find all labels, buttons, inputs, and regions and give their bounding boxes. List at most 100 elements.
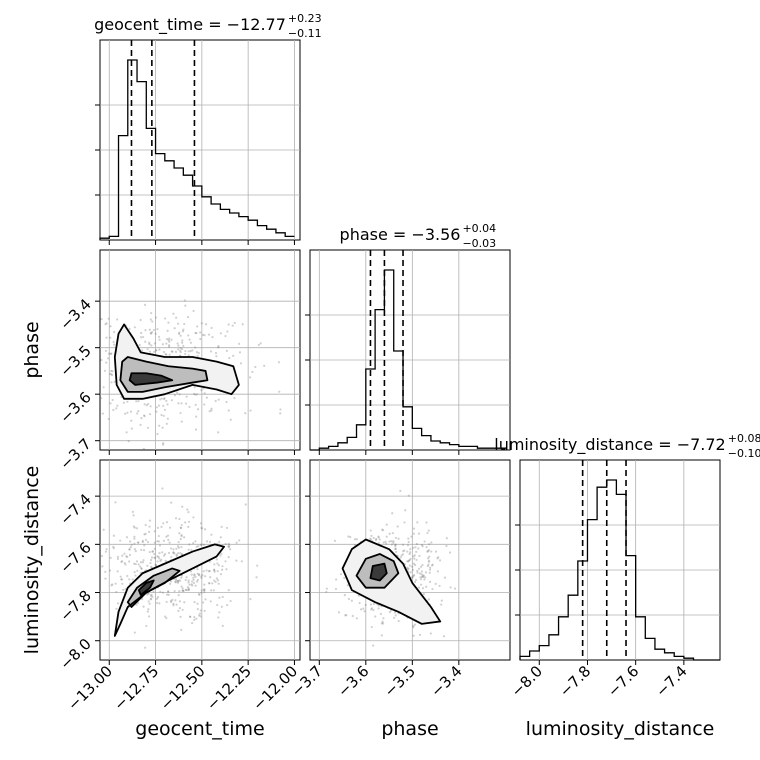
sample-point	[150, 597, 153, 600]
sample-point	[402, 550, 405, 553]
sample-point	[198, 573, 201, 576]
sample-point	[232, 354, 235, 357]
title-upper-error: +0.04	[462, 222, 496, 235]
sample-point	[170, 338, 173, 341]
sample-point	[394, 545, 397, 548]
sample-point	[210, 533, 213, 536]
sample-point	[112, 545, 115, 548]
sample-point	[235, 559, 238, 562]
sample-point	[178, 606, 181, 610]
sample-point	[197, 574, 201, 577]
sample-point	[409, 571, 412, 574]
sample-point	[154, 349, 158, 352]
sample-point	[139, 423, 142, 427]
sample-point	[162, 539, 166, 542]
sample-point	[139, 318, 142, 322]
sample-point	[144, 538, 148, 542]
sample-point	[221, 565, 224, 568]
sample-point	[380, 622, 383, 625]
sample-point	[166, 593, 169, 596]
sample-point	[393, 616, 396, 619]
sample-point	[239, 362, 243, 365]
sample-point	[100, 318, 103, 321]
sample-point	[168, 526, 172, 529]
sample-point	[187, 510, 190, 514]
sample-point	[406, 550, 409, 553]
sample-point	[102, 528, 105, 531]
sample-point	[438, 559, 442, 562]
sample-point	[198, 612, 202, 615]
sample-point	[425, 545, 428, 549]
sample-point	[182, 589, 185, 593]
sample-point	[165, 521, 169, 524]
sample-point	[175, 553, 178, 556]
sample-point	[213, 579, 216, 582]
sample-point	[189, 615, 192, 618]
sample-point	[172, 602, 175, 605]
sample-point	[392, 541, 395, 544]
sample-point	[149, 331, 152, 335]
sample-point	[409, 548, 412, 551]
sample-point	[177, 344, 180, 347]
sample-point	[277, 361, 281, 364]
sample-point	[209, 576, 212, 579]
sample-point	[187, 520, 191, 523]
sample-point	[146, 426, 150, 429]
sample-point	[126, 574, 129, 578]
y-tick-label: −3.7	[56, 435, 94, 473]
sample-point	[155, 410, 158, 413]
sample-point	[131, 510, 135, 513]
panel-frame	[99, 39, 301, 241]
sample-point	[394, 547, 397, 551]
sample-point	[210, 407, 213, 410]
sample-point	[166, 403, 169, 406]
sample-point	[163, 397, 166, 400]
sample-point	[172, 551, 175, 554]
sample-point	[180, 402, 183, 405]
sample-point	[148, 519, 152, 522]
sample-point	[180, 533, 183, 537]
sample-point	[185, 588, 188, 592]
sample-point	[226, 330, 229, 333]
x-axis-label-phase: phase	[381, 718, 438, 740]
sample-point	[256, 564, 259, 567]
sample-point	[395, 550, 398, 554]
sample-point	[375, 537, 378, 541]
sample-point	[209, 350, 213, 353]
sample-point	[394, 547, 397, 551]
sample-point	[128, 553, 132, 557]
sample-point	[172, 551, 175, 554]
y-axis-label-luminosity_distance: luminosity_distance	[21, 466, 43, 655]
sample-point	[238, 351, 242, 354]
sample-point	[400, 554, 403, 557]
sample-point	[249, 409, 252, 412]
sample-point	[350, 599, 353, 602]
sample-point	[120, 578, 123, 581]
sample-point	[179, 334, 182, 337]
sample-point	[254, 365, 257, 369]
sample-point	[177, 540, 180, 544]
sample-point	[228, 356, 231, 360]
sample-point	[193, 600, 196, 604]
sample-point	[355, 538, 359, 541]
sample-point	[197, 592, 201, 596]
sample-point	[381, 622, 385, 625]
sample-point	[428, 555, 431, 558]
sample-point	[201, 573, 204, 577]
sample-point	[157, 404, 161, 407]
sample-point	[177, 579, 180, 582]
sample-point	[165, 399, 168, 403]
sample-point	[167, 590, 170, 593]
sample-point	[216, 562, 219, 565]
sample-point	[158, 557, 161, 560]
pair-panel-geocent_time-phase	[99, 249, 301, 451]
sample-point	[111, 370, 114, 373]
sample-point	[388, 540, 391, 543]
sample-point	[162, 554, 166, 557]
sample-point	[180, 420, 183, 423]
title-lower-error: −0.03	[462, 237, 496, 250]
sample-point	[146, 348, 149, 351]
sample-point	[141, 540, 144, 544]
sample-point	[129, 546, 132, 549]
